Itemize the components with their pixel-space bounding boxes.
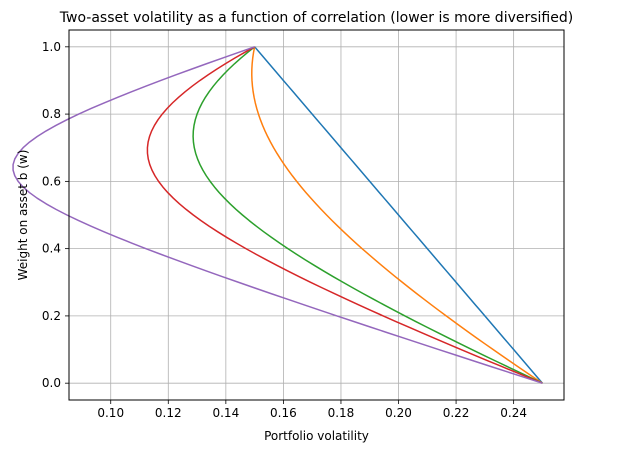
y-tick-label: 0.8	[42, 107, 61, 121]
chart-title: Two-asset volatility as a function of co…	[59, 10, 573, 26]
y-axis: 0.0 0.2 0.4 0.6 0.8 1.0	[42, 40, 69, 390]
series-lines	[12, 46, 543, 384]
series-line	[251, 46, 543, 384]
series-line	[146, 46, 543, 384]
x-tick-label: 0.16	[270, 406, 297, 420]
series-line	[12, 46, 543, 384]
y-axis-label: Weight on asset b (w)	[16, 150, 30, 281]
x-tick-label: 0.18	[328, 406, 355, 420]
x-axis-label: Portfolio volatility	[264, 429, 369, 443]
x-tick-label: 0.14	[212, 406, 239, 420]
x-tick-label: 0.22	[443, 406, 470, 420]
y-tick-label: 0.2	[42, 309, 61, 323]
x-axis: 0.10 0.12 0.14 0.16 0.18 0.20 0.22 0.24	[97, 400, 527, 420]
y-tick-label: 0.0	[42, 376, 61, 390]
series-line	[254, 46, 543, 384]
series-line	[192, 46, 543, 384]
x-tick-label: 0.12	[155, 406, 182, 420]
plot-frame	[68, 29, 565, 401]
x-tick-label: 0.20	[385, 406, 412, 420]
y-tick-label: 1.0	[42, 40, 61, 54]
x-tick-label: 0.10	[97, 406, 124, 420]
y-tick-label: 0.6	[42, 174, 61, 188]
y-tick-label: 0.4	[42, 242, 61, 256]
x-tick-label: 0.24	[500, 406, 527, 420]
